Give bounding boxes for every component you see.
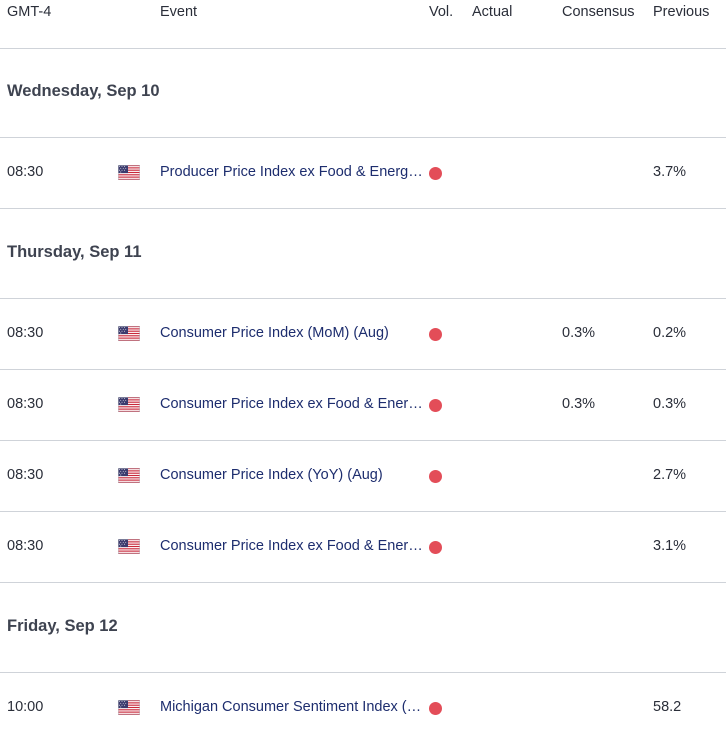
- event-name-link[interactable]: Consumer Price Index (YoY) (Aug): [160, 467, 383, 483]
- table-header: GMT-4 Event Vol. Actual Consensus Previo…: [0, 0, 726, 49]
- event-row[interactable]: 08:30 Producer Price Index ex Food & Ener…: [0, 138, 726, 209]
- us-flag-icon: [118, 468, 140, 483]
- header-event: Event: [160, 4, 198, 20]
- event-previous: 0.2%: [653, 325, 687, 341]
- event-row[interactable]: 10:00 Michigan Consumer Sentiment Index (…: [0, 673, 726, 743]
- header-consensus: Consensus: [562, 4, 635, 20]
- event-time: 08:30: [7, 396, 44, 412]
- event-previous: 58.2: [653, 699, 682, 715]
- volatility-high-icon: [429, 399, 442, 412]
- day-group-header: Friday, Sep 12: [0, 583, 726, 673]
- header-timezone[interactable]: GMT-4: [7, 4, 52, 20]
- event-row[interactable]: 08:30 Consumer Price Index (MoM) (Aug) 0.3…: [0, 299, 726, 370]
- event-name-link[interactable]: Consumer Price Index ex Food & Energy (M…: [160, 396, 425, 412]
- us-flag-icon: [118, 326, 140, 341]
- volatility-high-icon: [429, 167, 442, 180]
- event-time: 08:30: [7, 164, 44, 180]
- event-name-link[interactable]: Producer Price Index ex Food & Energy (Y…: [160, 164, 425, 180]
- event-row[interactable]: 08:30 Consumer Price Index ex Food & Ener…: [0, 512, 726, 583]
- volatility-high-icon: [429, 328, 442, 341]
- day-group-header: Wednesday, Sep 10: [0, 48, 726, 138]
- event-previous: 3.7%: [653, 164, 687, 180]
- event-consensus: 0.3%: [562, 325, 596, 341]
- header-vol: Vol.: [429, 4, 454, 20]
- event-previous: 3.1%: [653, 538, 687, 554]
- event-name-link[interactable]: Michigan Consumer Sentiment Index (Sep) …: [160, 699, 425, 715]
- header-previous: Previous: [653, 4, 710, 20]
- event-row[interactable]: 08:30 Consumer Price Index ex Food & Ener…: [0, 370, 726, 441]
- volatility-high-icon: [429, 470, 442, 483]
- day-label: Thursday, Sep 11: [7, 243, 142, 261]
- event-time: 10:00: [7, 699, 44, 715]
- event-time: 08:30: [7, 325, 44, 341]
- volatility-high-icon: [429, 541, 442, 554]
- day-label: Wednesday, Sep 10: [7, 82, 160, 100]
- day-label: Friday, Sep 12: [7, 617, 118, 635]
- event-consensus: 0.3%: [562, 396, 596, 412]
- event-previous: 0.3%: [653, 396, 687, 412]
- us-flag-icon: [118, 539, 140, 554]
- event-name-link[interactable]: Consumer Price Index (MoM) (Aug): [160, 325, 389, 341]
- event-name-link[interactable]: Consumer Price Index ex Food & Energy (Y…: [160, 538, 425, 554]
- us-flag-icon: [118, 700, 140, 715]
- volatility-high-icon: [429, 702, 442, 715]
- event-row[interactable]: 08:30 Consumer Price Index (YoY) (Aug) 2.7…: [0, 441, 726, 512]
- event-time: 08:30: [7, 538, 44, 554]
- us-flag-icon: [118, 397, 140, 412]
- header-actual: Actual: [472, 4, 513, 20]
- event-previous: 2.7%: [653, 467, 687, 483]
- us-flag-icon: [118, 165, 140, 180]
- event-time: 08:30: [7, 467, 44, 483]
- day-group-header: Thursday, Sep 11: [0, 209, 726, 299]
